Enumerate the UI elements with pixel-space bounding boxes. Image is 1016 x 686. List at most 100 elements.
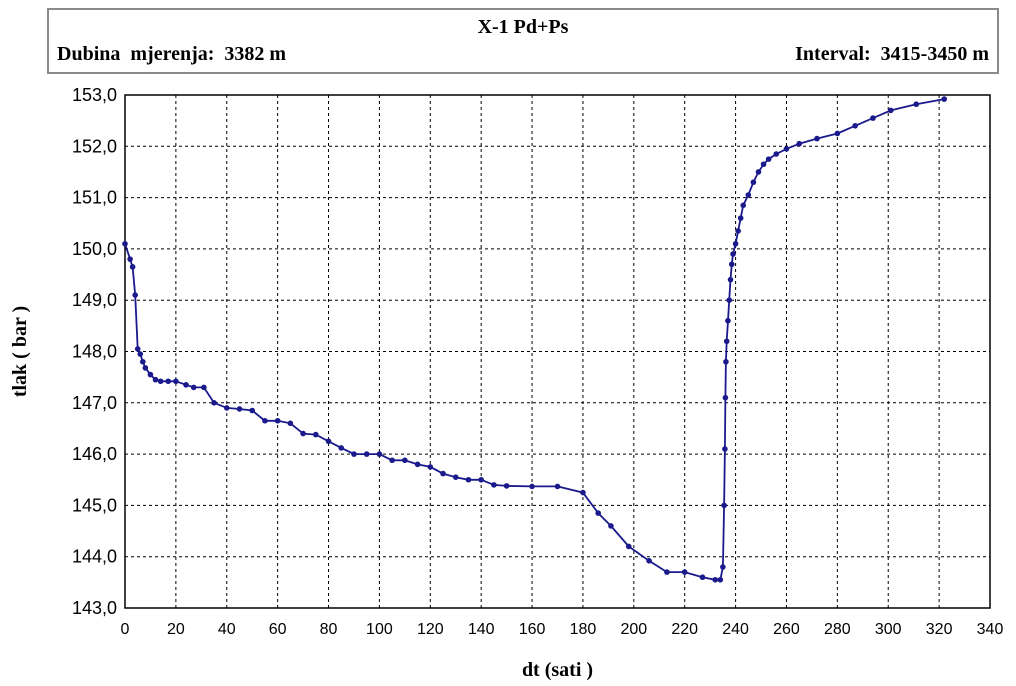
data-point <box>717 576 724 583</box>
data-point <box>134 346 141 352</box>
data-point <box>699 574 706 581</box>
data-point <box>580 489 586 496</box>
x-tick-label: 300 <box>875 621 902 638</box>
y-tick-label: 144,0 <box>72 547 117 567</box>
data-point <box>249 407 256 414</box>
x-tick-label: 340 <box>977 621 1004 638</box>
data-point <box>796 140 802 147</box>
data-point <box>726 297 733 304</box>
y-tick-label: 151,0 <box>72 188 117 208</box>
data-point <box>132 292 138 298</box>
pressure-series-markers <box>122 96 948 583</box>
data-point <box>745 192 752 198</box>
y-tick-label: 150,0 <box>72 239 117 259</box>
data-point <box>236 406 243 412</box>
x-tick-label: 320 <box>926 621 953 638</box>
data-point <box>720 564 726 570</box>
data-point <box>723 338 730 345</box>
grid-lines <box>125 95 990 608</box>
data-point <box>147 371 154 378</box>
data-point <box>376 451 383 457</box>
data-point <box>183 382 189 388</box>
data-point <box>440 470 446 477</box>
data-point <box>728 261 735 268</box>
data-point <box>351 451 357 457</box>
data-point <box>262 417 268 424</box>
data-point <box>313 431 319 438</box>
x-tick-label: 260 <box>773 621 800 638</box>
plot-area <box>124 94 991 609</box>
data-point <box>725 317 731 324</box>
data-point <box>814 135 820 142</box>
data-point <box>625 543 632 550</box>
x-tick-label: 280 <box>824 621 851 638</box>
x-tick-label: 160 <box>519 621 546 638</box>
data-point <box>529 483 535 490</box>
data-point <box>760 161 767 168</box>
data-point <box>735 228 741 234</box>
data-point <box>389 457 395 464</box>
y-tick-label: 153,0 <box>72 85 117 105</box>
data-point <box>608 523 614 529</box>
data-point <box>870 115 876 121</box>
data-point <box>157 378 164 385</box>
data-point <box>941 96 948 102</box>
data-point <box>137 351 144 357</box>
data-point <box>732 240 739 247</box>
data-point <box>681 569 688 575</box>
data-point <box>765 156 772 162</box>
data-point <box>554 483 561 490</box>
data-point <box>338 445 345 451</box>
data-point <box>595 510 602 516</box>
data-point <box>646 558 652 564</box>
y-tick-label: 149,0 <box>72 290 117 310</box>
data-point <box>730 251 736 257</box>
chart-header-box: X-1 Pd+Ps Dubina mjerenja: 3382 m Interv… <box>47 8 999 74</box>
data-point <box>152 376 159 383</box>
measurement-depth-label: Dubina mjerenja: 3382 m <box>57 43 287 65</box>
data-point <box>300 430 306 437</box>
y-axis-label: tlak ( bar ) <box>9 306 31 397</box>
data-point <box>503 483 510 489</box>
data-point <box>783 146 790 152</box>
y-tick-label: 148,0 <box>72 342 117 362</box>
x-tick-label: 0 <box>121 621 130 638</box>
x-tick-label: 100 <box>366 621 393 638</box>
data-point <box>740 202 747 209</box>
data-point <box>142 365 149 371</box>
data-point <box>723 358 729 365</box>
data-point <box>363 451 370 457</box>
y-tick-label: 143,0 <box>72 598 117 618</box>
y-tick-label: 152,0 <box>72 136 117 156</box>
y-axis-ticks: 143,0 144,0 145,0 146,0 147,0 148,0 149,0 150,0… <box>72 85 117 618</box>
pressure-series-line <box>124 98 945 581</box>
data-point <box>712 576 719 583</box>
data-point <box>140 358 146 365</box>
data-point <box>465 476 472 483</box>
x-tick-label: 180 <box>570 621 597 638</box>
data-point <box>491 482 497 488</box>
y-tick-label: 145,0 <box>72 495 117 515</box>
x-tick-label: 240 <box>722 621 749 638</box>
data-point <box>173 378 179 385</box>
x-tick-label: 120 <box>417 621 444 638</box>
data-point <box>721 502 727 509</box>
x-tick-label: 220 <box>671 621 698 638</box>
data-point <box>325 438 332 445</box>
data-point <box>722 394 729 401</box>
x-tick-label: 20 <box>167 621 185 638</box>
data-point <box>834 130 841 137</box>
x-tick-label: 200 <box>620 621 647 638</box>
x-tick-label: 80 <box>320 621 338 638</box>
data-point <box>852 122 858 129</box>
data-point <box>737 215 744 221</box>
data-point <box>122 240 128 247</box>
data-point <box>727 276 734 283</box>
data-point <box>414 461 421 468</box>
data-point <box>201 384 207 391</box>
data-point <box>887 107 894 114</box>
data-point <box>165 378 172 385</box>
x-tick-label: 140 <box>468 621 495 638</box>
data-point <box>427 464 434 470</box>
data-point <box>452 474 459 480</box>
